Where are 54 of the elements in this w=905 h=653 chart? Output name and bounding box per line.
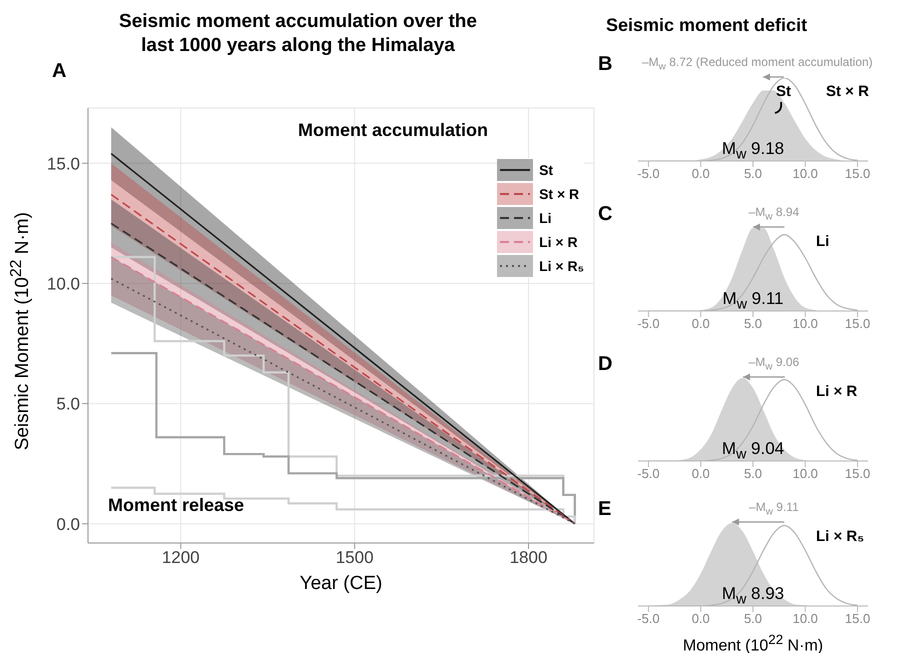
x-tick-label: 0.0 xyxy=(692,166,710,182)
annotation: M$_{w}$ 9.18 xyxy=(722,139,784,162)
text: –M$_{w}$ 8.72 (Reduced moment accumulation) xyxy=(642,55,873,72)
y-tick-label: 10.0 xyxy=(46,274,80,294)
x-tick-label: -5.0 xyxy=(637,466,660,482)
text: A xyxy=(52,60,66,83)
annotation: M$_{w}$ 8.93 xyxy=(722,584,784,608)
x-tick-label: -5.0 xyxy=(637,316,660,332)
x-tick-label: 5.0 xyxy=(744,611,762,626)
x-tick-label: 10.0 xyxy=(792,466,818,482)
legend-label: St xyxy=(539,162,554,178)
x-tick-label: -5.0 xyxy=(637,611,660,626)
x-tick-label: 5.0 xyxy=(744,466,762,482)
annotation: Moment release xyxy=(108,495,244,516)
annotation: Moment accumulation xyxy=(298,120,488,141)
x-tick-label: 10.0 xyxy=(792,166,818,182)
legend-label: Li × R xyxy=(539,234,578,250)
x-tick-label: 0.0 xyxy=(692,466,710,482)
chart-title: Seismic moment deficit xyxy=(606,15,808,36)
text: D xyxy=(598,353,612,376)
x-tick-label: -5.0 xyxy=(637,166,660,182)
text: –M$_{w}$ 9.11 xyxy=(749,500,799,518)
legend-label: St × R xyxy=(539,186,580,202)
x-tick-label: 1500 xyxy=(336,548,374,568)
x-tick-label: 15.0 xyxy=(844,466,870,482)
x-tick-label: 10.0 xyxy=(792,611,818,626)
y-tick-label: 0.0 xyxy=(56,514,80,534)
x-tick-label: 10.0 xyxy=(792,316,818,332)
x-tick-label: 15.0 xyxy=(844,611,870,626)
x-tick-label: 1800 xyxy=(510,548,548,568)
text: E xyxy=(598,498,612,521)
text: C xyxy=(598,203,612,226)
x-tick-label: 0.0 xyxy=(692,611,710,626)
text: –M$_{w}$ 9.06 xyxy=(748,355,800,372)
legend-label: Li xyxy=(539,210,552,226)
x-tick-label: 0.0 xyxy=(692,316,710,332)
text: –M$_{w}$ 8.94 xyxy=(748,205,800,222)
x-tick-label: 5.0 xyxy=(744,316,762,332)
annotation: St × R xyxy=(826,83,869,100)
x-tick-label: 5.0 xyxy=(744,166,762,182)
annotation: M$_{w}$ 9.11 xyxy=(722,289,784,312)
y-tick-label: 5.0 xyxy=(56,394,80,414)
annotation: Li × R xyxy=(816,383,858,400)
annotation: St xyxy=(776,83,791,100)
chart-title: Seismic moment accumulation over the last 1000 years along the Himalaya xyxy=(118,10,478,58)
x-tick-label: 15.0 xyxy=(844,166,870,182)
x-tick-label: 1200 xyxy=(162,548,200,568)
text: B xyxy=(598,53,612,76)
legend-label: Li × R₅ xyxy=(539,258,584,274)
annotation: Li × R₅ xyxy=(816,528,864,545)
x-tick-label: 15.0 xyxy=(844,316,870,332)
x-axis-title: Year (CE) xyxy=(298,573,384,595)
annotation: Li xyxy=(816,233,830,250)
annotation: M$_{w}$ 9.04 xyxy=(722,439,784,462)
